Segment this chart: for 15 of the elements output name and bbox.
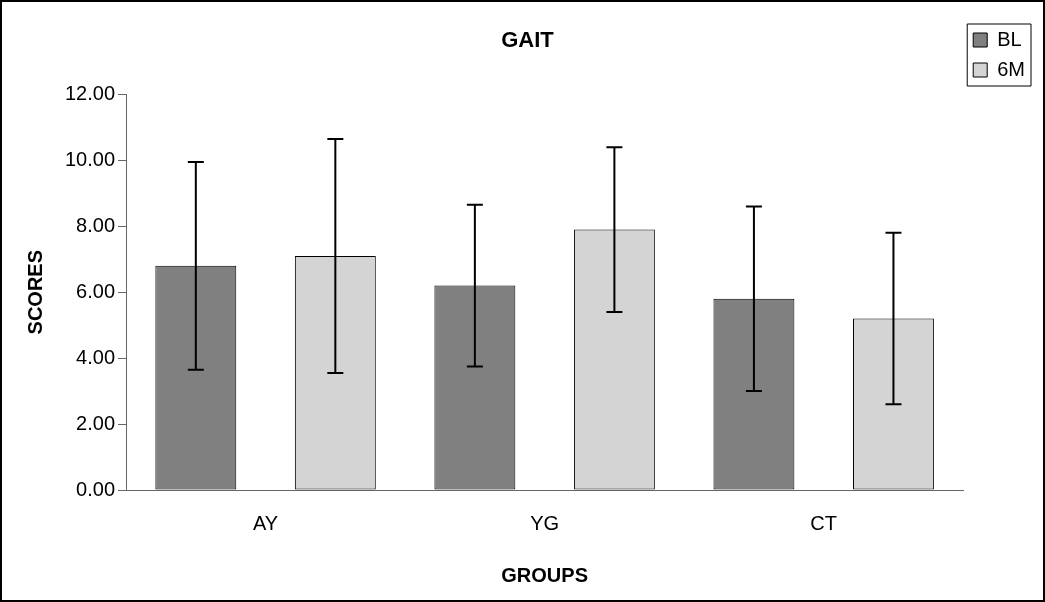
x-tick-label: YG bbox=[530, 511, 560, 534]
x-axis-title: GROUPS bbox=[501, 563, 588, 586]
chart-title: GAIT bbox=[501, 27, 555, 53]
y-tick-label: 10.00 bbox=[64, 147, 116, 170]
y-tick-label: 2.00 bbox=[76, 411, 116, 434]
y-axis-title: SCORES bbox=[23, 249, 46, 335]
y-tick-label: 12.00 bbox=[64, 81, 116, 104]
x-tick-label: CT bbox=[810, 511, 838, 534]
y-tick-label: 6.00 bbox=[76, 279, 116, 302]
y-tick-label: 8.00 bbox=[76, 213, 116, 236]
x-tick-label: AY bbox=[252, 511, 279, 534]
y-tick-label: 4.00 bbox=[76, 345, 116, 368]
y-tick-label: 0.00 bbox=[76, 477, 116, 500]
legend-label: 6M bbox=[997, 57, 1026, 80]
legend-label: BL bbox=[997, 27, 1022, 50]
